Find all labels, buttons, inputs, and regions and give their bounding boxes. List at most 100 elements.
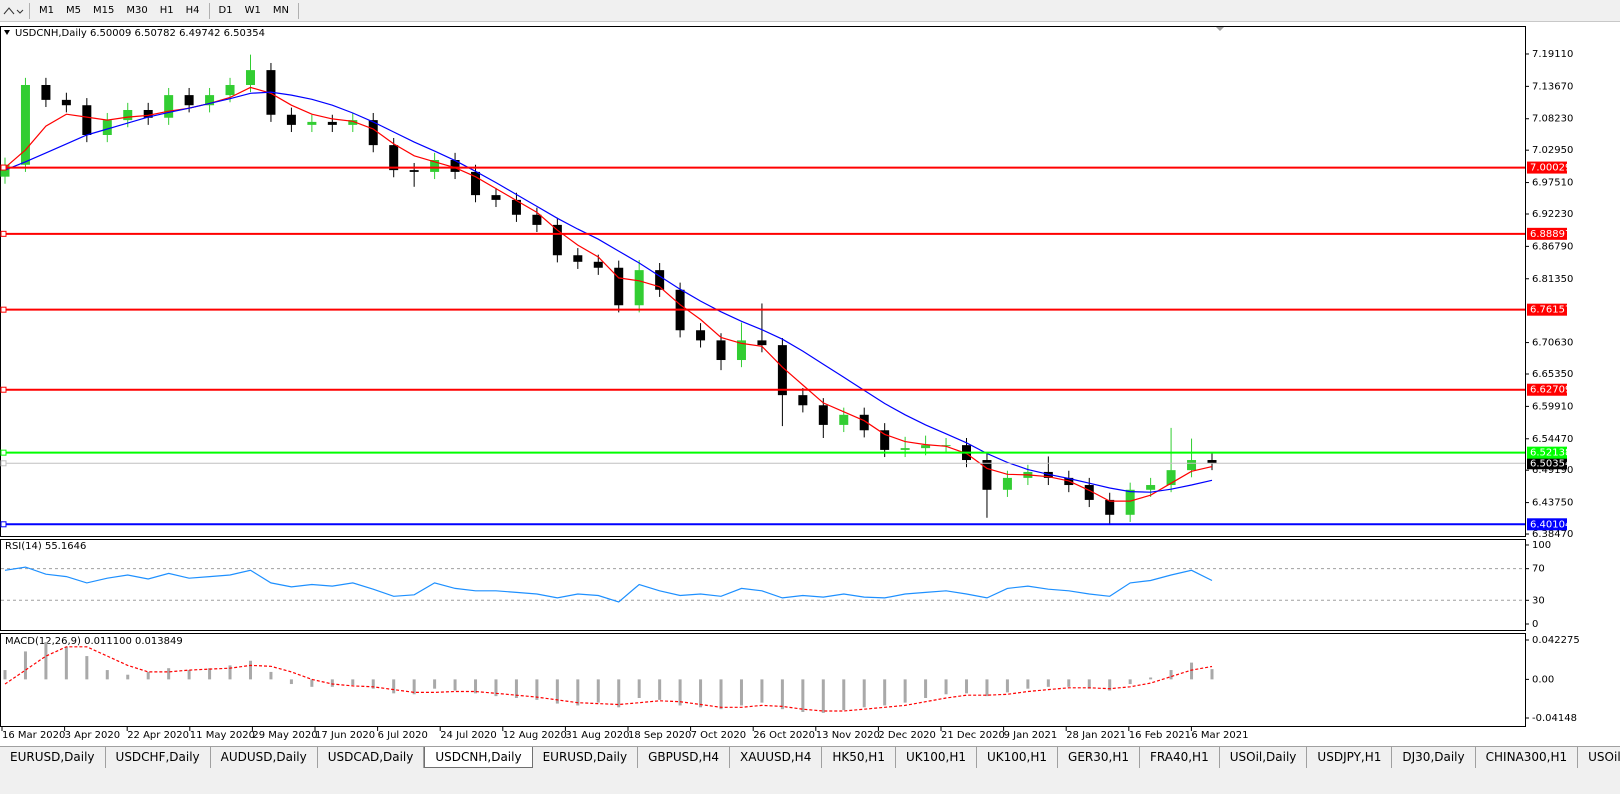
chart-tab[interactable]: USDCHF,Daily <box>106 747 211 768</box>
candle-body <box>225 84 235 96</box>
chart-tab[interactable]: EURUSD,Daily <box>0 747 106 768</box>
level-label: 6.40104 <box>1530 519 1571 530</box>
chart-background <box>0 22 1620 746</box>
candle-body <box>368 120 378 146</box>
candle-body <box>1084 485 1094 500</box>
level-label: 7.00029 <box>1530 163 1571 174</box>
candle-body <box>1146 485 1156 490</box>
timeframe-button[interactable]: M15 <box>93 4 115 16</box>
timeframe-button[interactable]: H4 <box>185 4 200 16</box>
candle-body <box>471 171 481 196</box>
y-tick-label: 7.08230 <box>1532 114 1573 125</box>
histogram-bar <box>760 679 764 703</box>
y-tick-label: 6.70630 <box>1532 338 1573 349</box>
candle-body <box>430 160 440 172</box>
level-label-box <box>1527 457 1567 470</box>
level-marker <box>0 449 7 456</box>
level-label: 6.52138 <box>1530 448 1571 459</box>
level-label-box <box>1527 227 1567 240</box>
candle-body <box>1002 477 1012 490</box>
chart-tab[interactable]: UK100,H1 <box>977 747 1059 768</box>
separator <box>29 2 30 19</box>
chart-tab[interactable]: USOil,Daily <box>1220 747 1308 768</box>
chart-tab[interactable]: DJ30,Daily <box>1392 747 1476 768</box>
histogram-bar <box>678 679 682 706</box>
candle-body <box>921 445 931 449</box>
candle-body <box>20 84 30 165</box>
chart-tab[interactable]: HK50,H1 <box>822 747 896 768</box>
candle-body <box>777 345 787 396</box>
histogram-bar <box>289 679 293 685</box>
level-label: 6.50354 <box>1530 458 1571 469</box>
candle-body <box>450 160 460 172</box>
timeframe-button[interactable]: M30 <box>126 4 148 16</box>
candle-body <box>327 121 337 125</box>
candle-body <box>348 120 358 125</box>
y-tick-label: 7.19110 <box>1532 49 1573 60</box>
y-tick-label: 0.042275 <box>1532 635 1580 646</box>
level-label-box <box>1527 383 1567 396</box>
timeframe-button[interactable]: H1 <box>159 4 174 16</box>
histogram-bar <box>1190 662 1194 680</box>
chart-tab[interactable]: GER30,H1 <box>1058 747 1140 768</box>
chart-tab[interactable]: USDCNH,Daily <box>424 747 533 768</box>
timeframe-button[interactable]: W1 <box>244 4 261 16</box>
timeframe-button[interactable]: M5 <box>66 4 81 16</box>
indicator-line <box>4 566 1213 603</box>
histogram-bar <box>351 679 355 685</box>
histogram-bar <box>330 679 334 687</box>
menu-triangle[interactable] <box>4 30 10 35</box>
chart-tab[interactable]: USDCAD,Daily <box>318 747 425 768</box>
histogram-bar <box>494 679 498 697</box>
histogram-bar <box>1149 677 1153 680</box>
histogram-bar <box>780 679 784 710</box>
histogram-bar <box>576 679 580 706</box>
chart-tab[interactable]: GBPUSD,H4 <box>638 747 730 768</box>
candle-body <box>511 199 521 215</box>
candle-body <box>82 105 92 135</box>
toolbar-icon[interactable] <box>0 2 26 20</box>
candle-body <box>696 330 706 341</box>
y-tick-label: 6.43750 <box>1532 498 1573 509</box>
main-title: USDCNH,Daily 6.50009 6.50782 6.49742 6.5… <box>15 28 265 39</box>
timeframe-button[interactable]: MN <box>272 4 289 16</box>
y-tick-label: 0.00 <box>1532 674 1554 685</box>
histogram-bar <box>883 679 887 706</box>
chart-tab[interactable]: CHINA300,H1 <box>1476 747 1579 768</box>
chart-tab[interactable]: EURUSD,Daily <box>533 747 639 768</box>
y-tick-label: 0 <box>1532 619 1538 630</box>
timeframe-button[interactable]: M1 <box>39 4 54 16</box>
level-label-box <box>1527 518 1567 531</box>
x-tick-label: 26 Oct 2020 <box>753 730 815 741</box>
level-label-box <box>1527 446 1567 459</box>
candle-body <box>184 95 194 106</box>
candle-body <box>61 99 71 106</box>
y-tick-label: 6.97510 <box>1532 178 1573 189</box>
candle-body <box>716 340 726 361</box>
rsi-title: RSI(14) 55.1646 <box>5 541 86 552</box>
chart-tab[interactable]: USOil, <box>1578 747 1620 768</box>
main-pane-border <box>0 26 1526 537</box>
y-tick-label: 6.59910 <box>1532 401 1573 412</box>
candle-body <box>982 460 992 490</box>
chart-tab[interactable]: USDJPY,H1 <box>1307 747 1393 768</box>
shift-marker <box>1216 27 1224 31</box>
chart-tab[interactable]: AUDUSD,Daily <box>211 747 318 768</box>
chart-tab[interactable]: UK100,H1 <box>896 747 977 768</box>
histogram-bar <box>64 646 68 680</box>
x-tick-label: 24 Jul 2020 <box>440 730 497 741</box>
chart-tab[interactable]: XAUUSD,H4 <box>730 747 823 768</box>
y-tick-label: 6.38470 <box>1532 529 1573 540</box>
x-tick-label: 6 Jul 2020 <box>378 730 428 741</box>
histogram-bar <box>453 679 457 691</box>
candle-body <box>655 270 665 290</box>
chart-tab[interactable]: FRA40,H1 <box>1140 747 1220 768</box>
histogram-bar <box>44 642 48 680</box>
timeframe-button[interactable]: D1 <box>218 4 233 16</box>
candle-body <box>1187 460 1197 471</box>
histogram-bar <box>617 679 621 708</box>
candle-body <box>0 164 10 177</box>
x-tick-label: 16 Mar 2020 <box>2 730 65 741</box>
y-tick-label: 6.49190 <box>1532 465 1573 476</box>
candle-body <box>818 405 828 425</box>
